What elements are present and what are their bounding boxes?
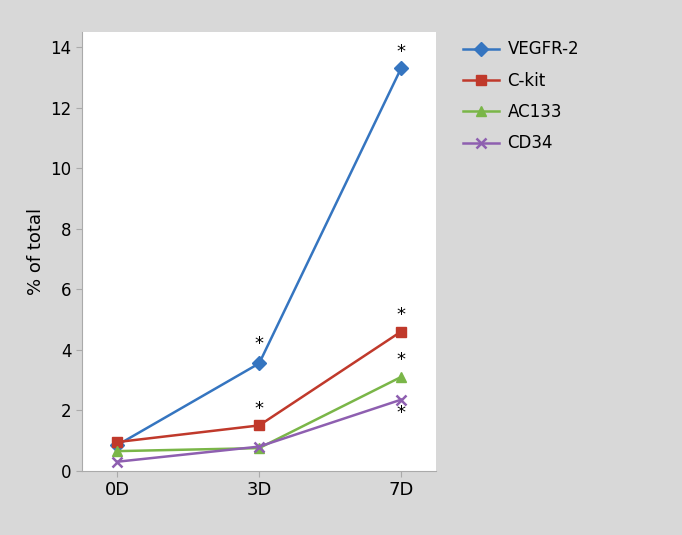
VEGFR-2 (397, 65, 405, 72)
C-kit (113, 439, 121, 445)
AC133 (397, 374, 405, 380)
Text: *: * (254, 400, 264, 418)
CD34 (113, 458, 121, 465)
C-kit (255, 422, 263, 429)
CD34 (397, 396, 405, 403)
Text: *: * (396, 404, 406, 423)
Text: *: * (396, 351, 406, 370)
Line: VEGFR-2: VEGFR-2 (113, 64, 406, 450)
Text: *: * (254, 335, 264, 353)
AC133 (255, 445, 263, 452)
CD34 (255, 444, 263, 450)
Line: C-kit: C-kit (113, 327, 406, 447)
VEGFR-2 (113, 442, 121, 448)
Y-axis label: % of total: % of total (27, 208, 44, 295)
Text: *: * (396, 43, 406, 61)
VEGFR-2 (255, 360, 263, 366)
C-kit (397, 328, 405, 335)
Line: CD34: CD34 (113, 395, 406, 467)
AC133 (113, 448, 121, 454)
Line: AC133: AC133 (113, 372, 406, 456)
Legend: VEGFR-2, C-kit, AC133, CD34: VEGFR-2, C-kit, AC133, CD34 (462, 41, 579, 152)
Text: *: * (396, 306, 406, 324)
